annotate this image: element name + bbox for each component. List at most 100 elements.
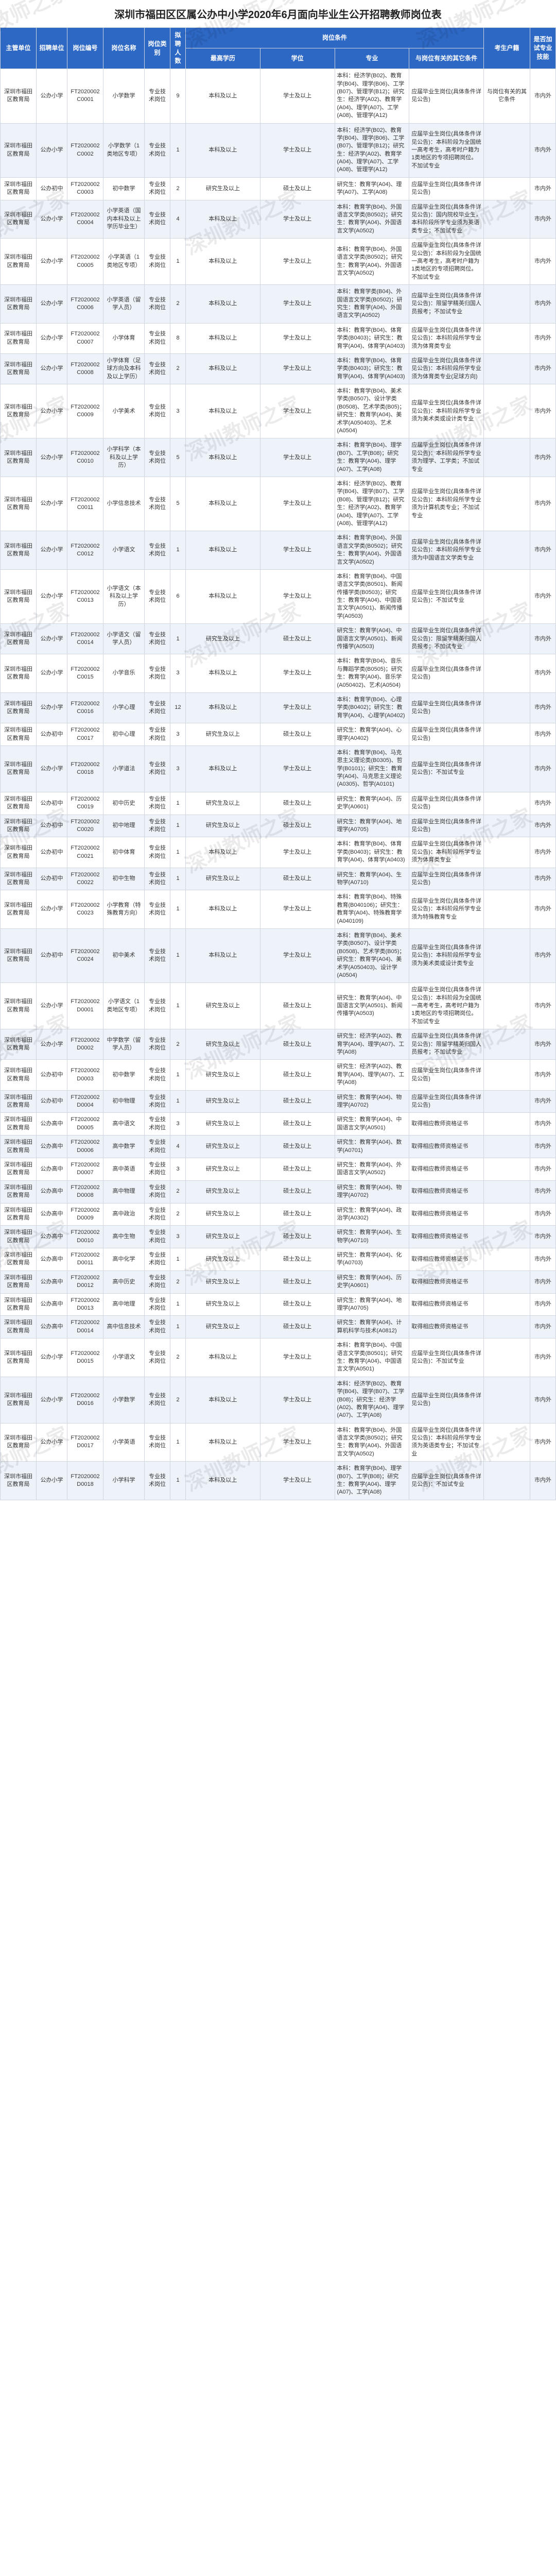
cell-edu: 研究生及以上 <box>186 1158 260 1180</box>
cell-recr: 公办小学 <box>37 438 67 477</box>
cell-n: 3 <box>170 654 186 693</box>
cell-recr: 公办高中 <box>37 1226 67 1248</box>
table-row: 深圳市福田区教育局公办初中FT2020002C0024初中美术专业技术岗位1本科… <box>1 928 556 982</box>
table-row: 深圳市福田区教育局公办小学FT2020002C0002小学数学（1类地区专项）专… <box>1 123 556 177</box>
cell-n: 5 <box>170 438 186 477</box>
cell-note <box>484 200 530 239</box>
cell-dept: 深圳市福田区教育局 <box>1 1293 37 1316</box>
cell-n: 12 <box>170 692 186 723</box>
cell-req: 应届毕业生岗位(具体条件详见公告)：本科阶段所学专业须为体育类专业 <box>409 837 484 868</box>
cell-pcat: 专业技术岗位 <box>145 1136 170 1158</box>
cell-code: FT2020002C0006 <box>67 285 103 324</box>
cell-major: 本科：教育学(B04)、外国语言文学类(B0502)；研究生：教育学(A04)、… <box>335 1423 409 1462</box>
cell-major: 本科：经济学(B02)、教育学(B04)、理学(B07)、工学(B08)；研究生… <box>335 1377 409 1423</box>
cell-n: 3 <box>170 384 186 438</box>
cell-recr: 公办小学 <box>37 890 67 929</box>
cell-pcat: 专业技术岗位 <box>145 815 170 837</box>
cell-edu: 研究生及以上 <box>186 1248 260 1271</box>
cell-deg: 硕士及以上 <box>260 1248 335 1271</box>
cell-recr: 公办小学 <box>37 1338 67 1377</box>
cell-note <box>484 1462 530 1500</box>
cell-code: FT2020002D0011 <box>67 1248 103 1271</box>
cell-edu: 研究生及以上 <box>186 624 260 654</box>
cell-dept: 深圳市福田区教育局 <box>1 837 37 868</box>
cell-edu: 本科及以上 <box>186 384 260 438</box>
col-dept: 主管单位 <box>1 28 37 69</box>
cell-pcat: 专业技术岗位 <box>145 177 170 200</box>
cell-edu: 本科及以上 <box>186 285 260 324</box>
cell-pname: 小学信息技术 <box>103 477 145 531</box>
cell-dept: 深圳市福田区教育局 <box>1 890 37 929</box>
cell-pname: 高中数学 <box>103 1136 145 1158</box>
cell-pcat: 专业技术岗位 <box>145 1226 170 1248</box>
cell-n: 2 <box>170 1203 186 1226</box>
table-row: 深圳市福田区教育局公办小学FT2020002D0015小学语文专业技术岗位2本科… <box>1 1338 556 1377</box>
cell-home: 市内外 <box>530 1113 556 1136</box>
cell-recr: 公办高中 <box>37 1293 67 1316</box>
page-title: 深圳市福田区区属公办中小学2020年6月面向毕业生公开招聘教师岗位表 <box>0 0 556 27</box>
cell-deg: 硕士及以上 <box>260 1180 335 1203</box>
cell-n: 3 <box>170 723 186 746</box>
col-deg: 学位 <box>260 48 335 69</box>
cell-pname: 高中生物 <box>103 1226 145 1248</box>
cell-pcat: 专业技术岗位 <box>145 983 170 1029</box>
cell-home: 市内外 <box>530 1136 556 1158</box>
table-row: 深圳市福田区教育局公办高中FT2020002D0013高中地理专业技术岗位1研究… <box>1 1293 556 1316</box>
table-row: 深圳市福田区教育局公办小学FT2020002D0016小学数学专业技术岗位2本科… <box>1 1377 556 1423</box>
cell-pcat: 专业技术岗位 <box>145 384 170 438</box>
cell-home: 市内外 <box>530 1423 556 1462</box>
cell-note <box>484 477 530 531</box>
cell-code: FT2020002C0001 <box>67 69 103 123</box>
cell-recr: 公办小学 <box>37 654 67 693</box>
cell-code: FT2020002D0017 <box>67 1423 103 1462</box>
cell-pname: 高中地理 <box>103 1293 145 1316</box>
table-row: 深圳市福田区教育局公办小学FT2020002D0018小学科学专业技术岗位1本科… <box>1 1462 556 1500</box>
cell-edu: 研究生及以上 <box>186 815 260 837</box>
cell-major: 本科：教育学(B04)、外国语言文学类(B0502)；研究生：教育学(A04)、… <box>335 239 409 285</box>
cell-recr: 公办小学 <box>37 123 67 177</box>
cell-home: 市内外 <box>530 1377 556 1423</box>
cell-recr: 公办高中 <box>37 1203 67 1226</box>
cell-pcat: 专业技术岗位 <box>145 928 170 982</box>
cell-pname: 小学体育（足球方向及本科及以上学历） <box>103 353 145 384</box>
cell-code: FT2020002C0021 <box>67 837 103 868</box>
cell-major: 研究生：教育学(A04)、物理学(A0702) <box>335 1090 409 1113</box>
cell-n: 2 <box>170 1270 186 1293</box>
cell-pname: 初中历史 <box>103 792 145 815</box>
cell-note <box>484 1136 530 1158</box>
cell-deg: 学士及以上 <box>260 531 335 570</box>
cell-dept: 深圳市福田区教育局 <box>1 69 37 123</box>
cell-pcat: 专业技术岗位 <box>145 1462 170 1500</box>
cell-edu: 本科及以上 <box>186 692 260 723</box>
cell-dept: 深圳市福田区教育局 <box>1 1158 37 1180</box>
cell-deg: 硕士及以上 <box>260 1203 335 1226</box>
cell-home: 市内外 <box>530 569 556 623</box>
cell-req: 应届毕业生岗位(具体条件详见公告)：本科阶段所学专业须为英语类专业；不加试专业 <box>409 1423 484 1462</box>
col-major: 专业 <box>335 48 409 69</box>
cell-major: 本科：教育学(B04)、心理学类(B0402)；研究生：教育学(A04)、心理学… <box>335 692 409 723</box>
cell-n: 2 <box>170 1338 186 1377</box>
cell-req: 取得相应教师资格证书 <box>409 1113 484 1136</box>
col-note: 考生户籍 <box>484 28 530 69</box>
cell-pname: 小学体育 <box>103 323 145 353</box>
cell-major: 研究生：教育学(A04)、外国语言文学(A0502) <box>335 1158 409 1180</box>
cell-code: FT2020002D0009 <box>67 1203 103 1226</box>
cell-note <box>484 654 530 693</box>
table-row: 深圳市福田区教育局公办小学FT2020002D0001小学语文（1类地区专项）专… <box>1 983 556 1029</box>
cell-n: 1 <box>170 531 186 570</box>
cell-dept: 深圳市福田区教育局 <box>1 928 37 982</box>
cell-n: 1 <box>170 1090 186 1113</box>
cell-req: 取得相应教师资格证书 <box>409 1158 484 1180</box>
cell-code: FT2020002D0003 <box>67 1060 103 1090</box>
table-row: 深圳市福田区教育局公办高中FT2020002D0007高中英语专业技术岗位3研究… <box>1 1158 556 1180</box>
cell-req: 应届毕业生岗位(具体条件详见公告)：国内院校毕业生，本科阶段所学专业须为英语类专… <box>409 200 484 239</box>
col-recr: 招聘单位 <box>37 28 67 69</box>
cell-note <box>484 384 530 438</box>
cell-home: 市内外 <box>530 384 556 438</box>
cell-dept: 深圳市福田区教育局 <box>1 323 37 353</box>
cell-edu: 研究生及以上 <box>186 723 260 746</box>
cell-pcat: 专业技术岗位 <box>145 1060 170 1090</box>
cell-pname: 小学语文（1类地区专项） <box>103 983 145 1029</box>
cell-note <box>484 928 530 982</box>
cell-pname: 初中美术 <box>103 928 145 982</box>
